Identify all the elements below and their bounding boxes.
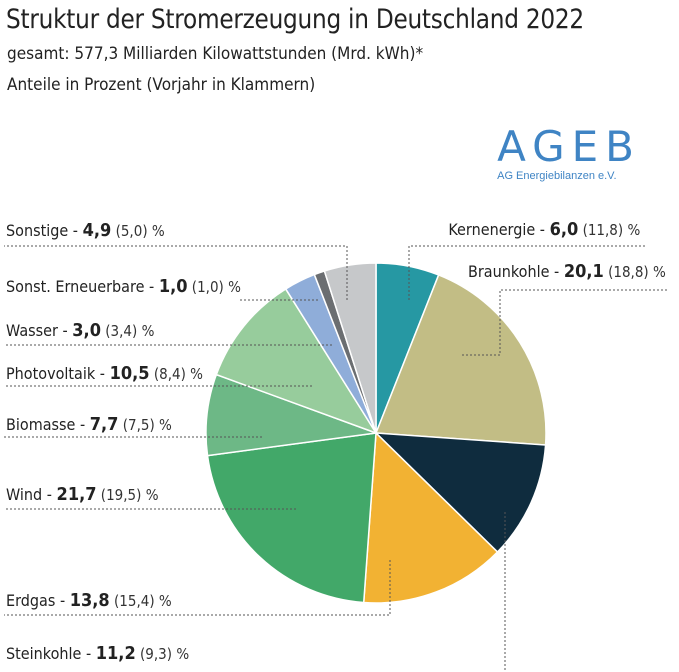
pie-slice-erdgas	[362, 431, 499, 604]
slice-label-name: Biomasse -	[6, 415, 90, 434]
slice-label-name: Kernenergie -	[448, 220, 550, 239]
slice-label-previous: (9,3)	[135, 645, 177, 663]
slice-label-sonst-erneuerbare: Sonst. Erneuerbare - 1,0 (1,0) %	[6, 276, 241, 297]
slice-label-photovoltaik: Photovoltaik - 10,5 (8,4) %	[6, 363, 203, 384]
slice-label-name: Wind -	[6, 485, 57, 504]
slice-label-name: Wasser -	[6, 321, 73, 340]
chart-subtitle-note: Anteile in Prozent (Vorjahr in Klammern)	[7, 75, 316, 95]
slice-label-value: 6,0	[549, 219, 578, 240]
pie-slice-braunkohle	[374, 273, 547, 446]
slice-label-previous: (3,4)	[100, 322, 142, 340]
slice-label-braunkohle: Braunkohle - 20,1 (18,8) %	[468, 261, 666, 282]
slice-label-unit: %	[145, 486, 159, 504]
slice-label-name: Erdgas -	[6, 591, 70, 610]
slice-label-value: 20,1	[564, 261, 604, 282]
slice-label-previous: (18,8)	[603, 263, 654, 281]
slice-label-name: Photovoltaik -	[6, 364, 110, 383]
slice-label-name: Steinkohle -	[6, 644, 96, 663]
pie-slice-steinkohle	[374, 432, 547, 554]
ageb-logo: AGEB AG Energiebilanzen e.V.	[497, 122, 641, 183]
slice-label-name: Braunkohle -	[468, 262, 565, 281]
slice-label-erdgas: Erdgas - 13,8 (15,4) %	[6, 590, 172, 611]
slice-label-unit: %	[653, 263, 666, 281]
slice-label-previous: (8,4)	[149, 365, 191, 383]
chart-title: Struktur der Stromerzeugung in Deutschla…	[6, 4, 584, 35]
slice-label-biomasse: Biomasse - 7,7 (7,5) %	[6, 414, 172, 435]
slice-label-previous: (1,0)	[187, 278, 229, 296]
slice-label-value: 10,5	[109, 363, 150, 384]
slice-label-unit: %	[190, 365, 203, 383]
chart-subtitle-total: gesamt: 577,3 Milliarden Kilowattstunden…	[7, 44, 424, 64]
slice-label-value: 11,2	[95, 643, 136, 664]
slice-label-wind: Wind - 21,7 (19,5) %	[6, 484, 159, 505]
slice-label-value: 7,7	[89, 414, 119, 435]
slice-label-unit: %	[158, 592, 172, 610]
slice-label-kernenergie: Kernenergie - 6,0 (11,8) %	[448, 219, 640, 240]
slice-label-unit: %	[176, 645, 190, 663]
slice-label-previous: (11,8)	[577, 221, 628, 239]
pie-slice-wind	[206, 432, 377, 604]
slice-label-previous: (5,0)	[111, 222, 152, 240]
slice-label-unit: %	[159, 416, 172, 434]
slice-label-sonstige: Sonstige - 4,9 (5,0) %	[6, 220, 165, 241]
slice-label-wasser: Wasser - 3,0 (3,4) %	[6, 320, 154, 341]
slice-label-name: Sonst. Erneuerbare -	[6, 277, 159, 296]
slice-label-name: Sonstige -	[6, 221, 83, 240]
slice-label-unit: %	[228, 278, 241, 296]
slice-label-value: 4,9	[82, 220, 112, 241]
slice-label-value: 21,7	[56, 484, 97, 505]
slice-label-unit: %	[627, 221, 640, 239]
slice-label-previous: (15,4)	[109, 592, 159, 610]
logo-subtitle: AG Energiebilanzen e.V.	[497, 170, 617, 182]
slice-label-value: 13,8	[69, 590, 110, 611]
slice-label-steinkohle: Steinkohle - 11,2 (9,3) %	[6, 643, 189, 664]
slice-label-value: 1,0	[158, 276, 188, 297]
leader-line-erdgas	[4, 560, 391, 616]
pie-slice-photovoltaik	[215, 287, 378, 435]
slice-label-previous: (7,5)	[118, 416, 160, 434]
pie-slice-sonstige	[323, 262, 377, 434]
logo-name: AGEB	[497, 122, 641, 171]
slice-label-previous: (19,5)	[96, 486, 146, 504]
slice-label-unit: %	[151, 222, 165, 240]
leader-line-kernenergie	[408, 245, 645, 300]
slice-label-unit: %	[141, 322, 155, 340]
slice-label-value: 3,0	[72, 320, 101, 341]
